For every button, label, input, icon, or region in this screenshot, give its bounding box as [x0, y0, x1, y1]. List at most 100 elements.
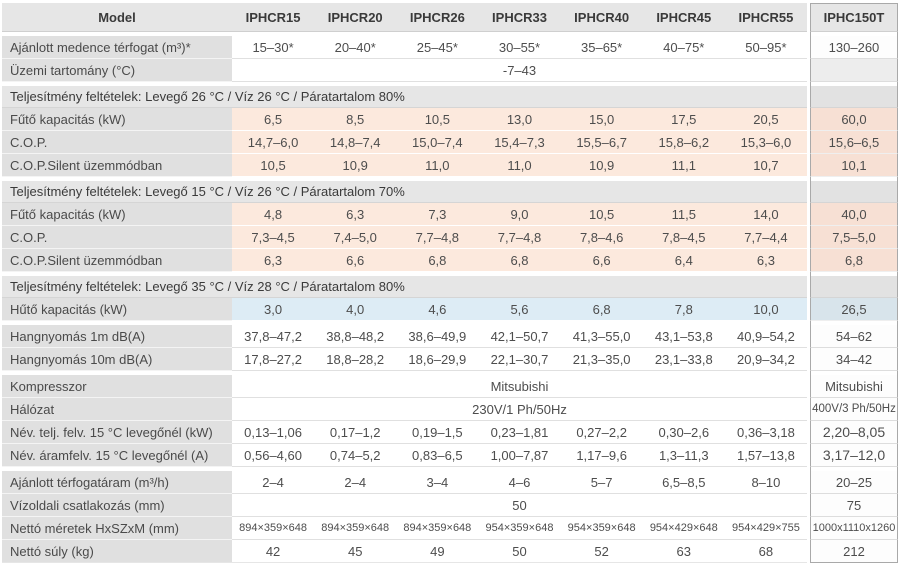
table-row: Kompresszor Mitsubishi Mitsubishi [2, 375, 898, 398]
table-row: Hálózat 230V/1 Ph/50Hz 400V/3 Ph/50Hz [2, 398, 898, 421]
row-label: C.O.P.Silent üzemmódban [2, 154, 232, 177]
cell: 1,00–7,87 [478, 444, 561, 467]
section-row: Teljesítmény feltételek: Levegő 15 °C / … [2, 181, 898, 203]
cell: 7,3–4,5 [232, 226, 315, 249]
cell: 6,5–8,5 [642, 471, 725, 494]
cell: 40,9–54,2 [724, 325, 807, 348]
cell: 4,6 [396, 298, 479, 321]
section-header: Teljesítmény feltételek: Levegő 35 °C / … [2, 276, 807, 298]
table-row: C.O.P. 14,7–6,0 14,8–7,4 15,0–7,4 15,4–7,3 15… [2, 131, 898, 154]
cell: 6,6 [314, 249, 397, 272]
row-label: Fűtő kapacitás (kW) [2, 203, 232, 226]
cell: 6,5 [232, 108, 315, 131]
cell: 1,3–11,3 [642, 444, 725, 467]
cell: 14,0 [724, 203, 807, 226]
cell: 7,7–4,8 [478, 226, 561, 249]
cell: 0,13–1,06 [232, 421, 315, 444]
cell: 11,0 [478, 154, 561, 177]
cell-highlight: 3,17–12,0 [809, 444, 898, 467]
cell: 25–45* [396, 36, 479, 59]
cell: 6,8 [560, 298, 643, 321]
cell: 6,6 [560, 249, 643, 272]
cell: 10,9 [314, 154, 397, 177]
cell: 1,17–9,6 [560, 444, 643, 467]
cell: 63 [642, 540, 725, 563]
cell: 10,7 [724, 154, 807, 177]
column-header: IPHCR45 [642, 3, 725, 32]
gap-highlight-segment [810, 467, 898, 471]
cell: 20,5 [724, 108, 807, 131]
table-row: Fűtő kapacitás (kW) 4,8 6,3 7,3 9,0 10,5 11,5 1… [2, 203, 898, 226]
cell: 11,5 [642, 203, 725, 226]
cell: 18,8–28,2 [314, 348, 397, 371]
row-label: Ajánlott medence térfogat (m³)* [2, 36, 232, 59]
span-cell: 50 [232, 494, 807, 517]
cell: 0,23–1,81 [478, 421, 561, 444]
spec-table: Model IPHCR15 IPHCR20 IPHCR26 IPHCR33 IPHCR40… [2, 3, 898, 563]
row-label: Hálózat [2, 398, 232, 421]
row-label: Név. telj. felv. 15 °C levegőnél (kW) [2, 421, 232, 444]
cell: 17,8–27,2 [232, 348, 315, 371]
column-header: IPHCR26 [396, 3, 479, 32]
cell: 6,3 [314, 203, 397, 226]
section-gap [2, 467, 898, 471]
cell-highlight: 26,5 [809, 298, 898, 321]
gap-highlight-segment [810, 32, 898, 36]
cell: 954×359×648 [560, 517, 643, 540]
header-row: Model IPHCR15 IPHCR20 IPHCR26 IPHCR33 IPHCR40… [2, 3, 898, 32]
column-header: IPHCR55 [724, 3, 807, 32]
span-cell: 230V/1 Ph/50Hz [232, 398, 807, 421]
cell: 0,17–1,2 [314, 421, 397, 444]
cell: 22,1–30,7 [478, 348, 561, 371]
gap-highlight-segment [810, 177, 898, 181]
cell: 7,8 [642, 298, 725, 321]
cell: 4–6 [478, 471, 561, 494]
section-gap [2, 272, 898, 276]
cell: 6,3 [724, 249, 807, 272]
column-header: IPHCR15 [232, 3, 315, 32]
cell: 50–95* [724, 36, 807, 59]
table-row: C.O.P.Silent üzemmódban 10,5 10,9 11,0 11,0 1… [2, 154, 898, 177]
table-row: Hangnyomás 1m dB(A) 37,8–47,2 38,8–48,2 38,… [2, 325, 898, 348]
section-row: Teljesítmény feltételek: Levegő 26 °C / … [2, 86, 898, 108]
cell: 20,9–34,2 [724, 348, 807, 371]
cell: 15–30* [232, 36, 315, 59]
row-label: Vízoldali csatlakozás (mm) [2, 494, 232, 517]
row-label: Üzemi tartomány (°C) [2, 59, 232, 82]
cell: 6,8 [478, 249, 561, 272]
table-row: Ajánlott térfogatáram (m³/h) 2–4 2–4 3–4 4–6… [2, 471, 898, 494]
cell: 15,4–7,3 [478, 131, 561, 154]
cell: 18,6–29,9 [396, 348, 479, 371]
cell-highlight: 54–62 [809, 325, 898, 348]
gap-highlight-segment [810, 371, 898, 375]
gap-filler [2, 467, 807, 471]
cell: 7,4–5,0 [314, 226, 397, 249]
table-row: Fűtő kapacitás (kW) 6,5 8,5 10,5 13,0 15,0 17,… [2, 108, 898, 131]
cell: 954×359×648 [478, 517, 561, 540]
table-row: Nettó súly (kg) 42 45 49 50 52 63 68 212 [2, 540, 898, 563]
cell: 17,5 [642, 108, 725, 131]
cell: 30–55* [478, 36, 561, 59]
cell: 1,57–13,8 [724, 444, 807, 467]
table-row: Vízoldali csatlakozás (mm) 50 75 [2, 494, 898, 517]
cell: 7,3 [396, 203, 479, 226]
table-row: Ajánlott medence térfogat (m³)* 15–30* 20–… [2, 36, 898, 59]
gap-filler [2, 272, 807, 276]
row-label: C.O.P. [2, 226, 232, 249]
section-gap [2, 321, 898, 325]
cell: 894×359×648 [232, 517, 315, 540]
cell: 15,0 [560, 108, 643, 131]
cell: 0,36–3,18 [724, 421, 807, 444]
cell: 0,19–1,5 [396, 421, 479, 444]
section-gap [2, 371, 898, 375]
cell: 21,3–35,0 [560, 348, 643, 371]
row-label: Ajánlott térfogatáram (m³/h) [2, 471, 232, 494]
cell-highlight: 2,20–8,05 [809, 421, 898, 444]
cell: 6,8 [396, 249, 479, 272]
cell: 42 [232, 540, 315, 563]
table-row: Hangnyomás 10m dB(A) 17,8–27,2 18,8–28,2 18… [2, 348, 898, 371]
cell: 42,1–50,7 [478, 325, 561, 348]
column-header: IPHCR20 [314, 3, 397, 32]
row-label: Fűtő kapacitás (kW) [2, 108, 232, 131]
section-row: Teljesítmény feltételek: Levegő 35 °C / … [2, 276, 898, 298]
